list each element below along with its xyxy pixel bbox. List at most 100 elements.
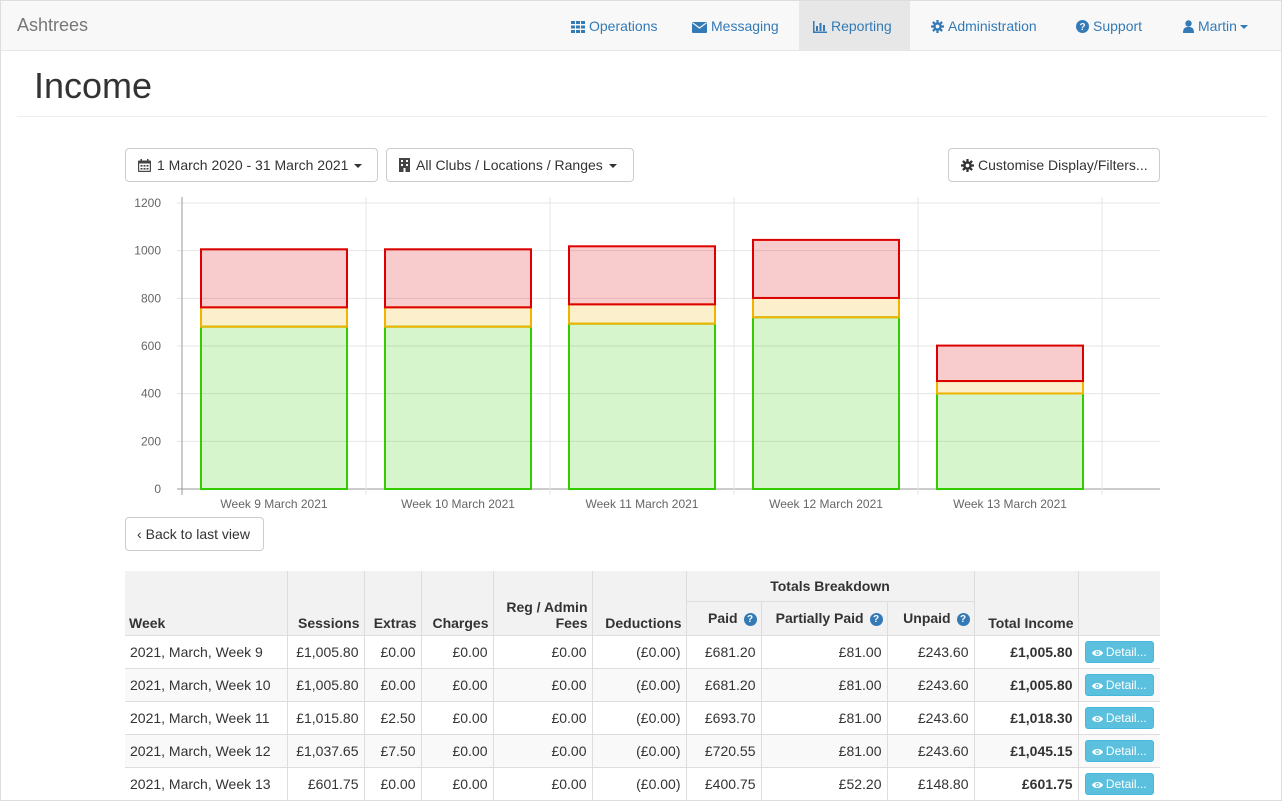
cell-extras: £0.00 bbox=[364, 667, 422, 701]
y-tick-label: 600 bbox=[141, 339, 161, 353]
x-tick-label: Week 13 March 2021 bbox=[953, 497, 1067, 511]
cell-partially-paid: £52.20 bbox=[761, 766, 888, 800]
cell-unpaid: £243.60 bbox=[887, 667, 975, 701]
bar-segment-2 bbox=[568, 245, 716, 306]
title-divider bbox=[17, 116, 1267, 117]
table-row: 2021, March, Week 11 £1,015.80 £2.50 £0.00 £… bbox=[125, 700, 1160, 734]
eye-icon bbox=[1091, 715, 1103, 722]
cell-week: 2021, March, Week 10 bbox=[125, 667, 288, 701]
bar-segment-2 bbox=[752, 238, 900, 299]
question-circle-icon[interactable]: ? bbox=[869, 613, 883, 626]
bar-segment-0 bbox=[936, 392, 1084, 490]
header-paid[interactable]: Paid ? bbox=[686, 601, 762, 635]
gear-icon bbox=[961, 159, 974, 172]
header-unpaid-label: Unpaid bbox=[903, 610, 951, 626]
cell-actions: Detail... bbox=[1078, 667, 1160, 701]
header-charges[interactable]: Charges bbox=[421, 571, 494, 635]
nav-operations[interactable]: Operations bbox=[571, 1, 657, 51]
header-partially-paid[interactable]: Partially Paid ? bbox=[761, 601, 888, 635]
bar-segment-1 bbox=[936, 380, 1084, 395]
question-circle-icon[interactable]: ? bbox=[743, 613, 757, 626]
eye-icon bbox=[1091, 781, 1103, 788]
bar-segment-1 bbox=[384, 306, 532, 328]
cell-sessions: £1,005.80 bbox=[287, 667, 365, 701]
cell-extras: £7.50 bbox=[364, 733, 422, 767]
y-tick-label: 1000 bbox=[134, 244, 161, 258]
cell-deductions: (£0.00) bbox=[592, 733, 687, 767]
locations-button[interactable]: All Clubs / Locations / Ranges bbox=[386, 148, 634, 182]
header-sessions[interactable]: Sessions bbox=[287, 571, 365, 635]
detail-button-label: Detail... bbox=[1105, 677, 1147, 692]
header-deductions[interactable]: Deductions bbox=[592, 571, 687, 635]
cell-reg-admin-fees: £0.00 bbox=[493, 700, 593, 734]
cell-partially-paid: £81.00 bbox=[761, 700, 888, 734]
cell-charges: £0.00 bbox=[421, 700, 494, 734]
header-week[interactable]: Week bbox=[125, 571, 288, 635]
date-range-label: 1 March 2020 - 31 March 2021 bbox=[157, 157, 349, 173]
cell-sessions: £1,005.80 bbox=[287, 634, 365, 668]
detail-button[interactable]: Detail... bbox=[1084, 739, 1154, 762]
cell-reg-admin-fees: £0.00 bbox=[493, 667, 593, 701]
eye-icon bbox=[1091, 649, 1103, 656]
cell-reg-admin-fees: £0.00 bbox=[493, 634, 593, 668]
nav-administration[interactable]: Administration bbox=[931, 1, 1037, 51]
cell-total-income: £1,045.15 bbox=[974, 733, 1079, 767]
navbar: Ashtrees Operations Messaging Reporting … bbox=[1, 1, 1281, 51]
y-tick-label: 200 bbox=[141, 434, 161, 448]
chevron-left-icon: ‹ bbox=[137, 526, 142, 542]
detail-button[interactable]: Detail... bbox=[1084, 640, 1154, 663]
cell-unpaid: £243.60 bbox=[887, 634, 975, 668]
nav-reporting-label: Reporting bbox=[831, 18, 892, 34]
customise-display-button[interactable]: Customise Display/Filters... bbox=[948, 148, 1160, 182]
cell-extras: £0.00 bbox=[364, 766, 422, 800]
x-tick-label: Week 10 March 2021 bbox=[401, 497, 515, 511]
x-tick-label: Week 9 March 2021 bbox=[220, 497, 327, 511]
detail-button-label: Detail... bbox=[1105, 776, 1147, 791]
y-tick-label: 800 bbox=[141, 291, 161, 305]
locations-label: All Clubs / Locations / Ranges bbox=[416, 157, 603, 173]
y-tick-label: 400 bbox=[141, 387, 161, 401]
cell-partially-paid: £81.00 bbox=[761, 667, 888, 701]
bar-segment-0 bbox=[568, 322, 716, 490]
header-paid-label: Paid bbox=[708, 610, 738, 626]
cell-partially-paid: £81.00 bbox=[761, 733, 888, 767]
cell-paid: £681.20 bbox=[686, 634, 762, 668]
back-to-last-view-label: Back to last view bbox=[145, 526, 250, 542]
bar-segment-1 bbox=[568, 303, 716, 325]
detail-button[interactable]: Detail... bbox=[1084, 772, 1154, 795]
header-unpaid[interactable]: Unpaid ? bbox=[887, 601, 975, 635]
nav-reporting[interactable]: Reporting bbox=[799, 1, 910, 51]
cell-reg-admin-fees: £0.00 bbox=[493, 766, 593, 800]
bar-segment-2 bbox=[200, 248, 348, 309]
cell-deductions: (£0.00) bbox=[592, 766, 687, 800]
bar-segment-2 bbox=[936, 344, 1084, 383]
date-range-button[interactable]: 1 March 2020 - 31 March 2021 bbox=[125, 148, 378, 182]
cell-week: 2021, March, Week 13 bbox=[125, 766, 288, 800]
chevron-down-icon bbox=[608, 164, 617, 168]
header-reg-admin-fees[interactable]: Reg / Admin Fees bbox=[493, 571, 593, 635]
cell-total-income: £601.75 bbox=[974, 766, 1079, 800]
detail-button[interactable]: Detail... bbox=[1084, 673, 1154, 696]
header-actions bbox=[1078, 571, 1160, 635]
cell-reg-admin-fees: £0.00 bbox=[493, 733, 593, 767]
nav-user-menu[interactable]: Martin bbox=[1183, 1, 1248, 51]
cell-sessions: £1,037.65 bbox=[287, 733, 365, 767]
back-to-last-view-button[interactable]: ‹ Back to last view bbox=[125, 517, 264, 551]
brand-logo[interactable]: Ashtrees bbox=[17, 15, 89, 35]
cell-deductions: (£0.00) bbox=[592, 700, 687, 734]
gear-icon bbox=[931, 20, 944, 33]
nav-messaging[interactable]: Messaging bbox=[692, 1, 779, 51]
header-total-income[interactable]: Total Income bbox=[974, 571, 1079, 635]
grid-icon bbox=[571, 21, 585, 33]
question-circle-icon[interactable]: ? bbox=[956, 613, 970, 626]
eye-icon bbox=[1091, 682, 1103, 689]
question-circle-icon: ? bbox=[1076, 20, 1089, 33]
detail-button-label: Detail... bbox=[1105, 743, 1147, 758]
header-extras[interactable]: Extras bbox=[364, 571, 422, 635]
cell-actions: Detail... bbox=[1078, 733, 1160, 767]
nav-support[interactable]: ? Support bbox=[1076, 1, 1142, 51]
chevron-down-icon bbox=[1239, 25, 1248, 29]
detail-button[interactable]: Detail... bbox=[1084, 706, 1154, 729]
customise-display-label: Customise Display/Filters... bbox=[978, 157, 1148, 173]
